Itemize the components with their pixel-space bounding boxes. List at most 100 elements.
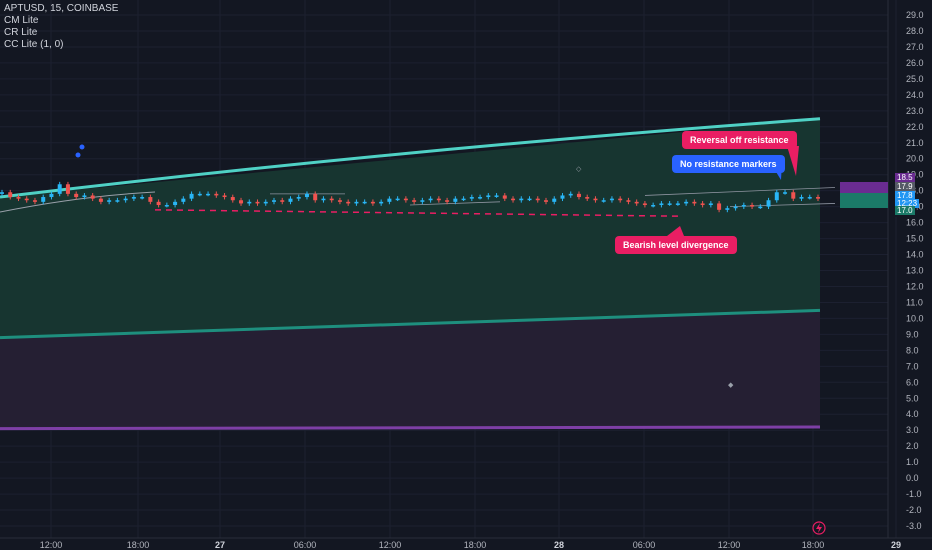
candle-body <box>593 198 598 201</box>
price-tick-label: 8.0 <box>906 345 919 355</box>
time-tick-label: 28 <box>554 540 564 550</box>
price-tick-label: 2.0 <box>906 441 919 451</box>
upper-trend-line <box>644 187 836 196</box>
candle-body <box>32 200 37 202</box>
candle-body <box>700 203 705 206</box>
candle-body <box>0 192 4 194</box>
candle-body <box>272 200 276 202</box>
candle-body <box>717 203 722 210</box>
price-tick-label: 0.0 <box>906 473 919 483</box>
time-tick-label: 18:00 <box>802 540 825 550</box>
lower-channel-fill <box>0 310 820 429</box>
candle-body <box>725 208 730 210</box>
candle-body <box>420 200 425 202</box>
time-tick-label: 12:00 <box>718 540 741 550</box>
price-tick-label: 5.0 <box>906 393 919 403</box>
price-tag-last: 17.8 <box>895 191 915 200</box>
candle-body <box>774 192 779 201</box>
candle-body <box>115 200 120 202</box>
price-tick-label: 21.0 <box>906 138 924 148</box>
indicator-cm-lite[interactable]: CM Lite <box>4 15 39 26</box>
price-tick-label: 11.0 <box>906 297 923 307</box>
candle-body <box>82 195 87 198</box>
lower-trend-line <box>729 203 836 208</box>
channel-fills <box>0 118 820 429</box>
candle-body <box>65 184 70 194</box>
indicator-block-teal <box>840 193 888 208</box>
candle-body <box>321 198 326 201</box>
candle-body <box>783 192 788 194</box>
candle-body <box>544 200 548 202</box>
candle-body <box>741 205 746 207</box>
time-tick-label: 29 <box>891 540 901 550</box>
price-tick-label: 1.0 <box>906 457 919 467</box>
middle-band-line <box>0 308 821 340</box>
price-tick-label: -2.0 <box>906 505 922 515</box>
price-tick-label: 7.0 <box>906 361 919 371</box>
price-tick-label: 13.0 <box>906 266 924 276</box>
candle-body <box>642 203 647 206</box>
candle-body <box>8 192 13 198</box>
price-tick-label: 9.0 <box>906 329 919 339</box>
candle-body <box>445 200 450 202</box>
candle-body <box>173 201 178 206</box>
candle-body <box>535 198 540 201</box>
reversal-callout: Reversal off resistance <box>682 131 797 149</box>
chart-legend: APTUSD, 15, COINBASE CM Lite CR Lite CC … <box>4 3 118 51</box>
candle-body <box>247 201 252 204</box>
candle-body <box>189 193 194 199</box>
symbol-title[interactable]: APTUSD, 15, COINBASE <box>4 3 119 14</box>
upper-band-line <box>0 117 821 199</box>
lightning-icon[interactable] <box>812 521 826 535</box>
candle-body <box>733 206 738 209</box>
candle-body <box>807 197 812 199</box>
candle-body <box>791 192 796 199</box>
candle-body <box>502 195 507 199</box>
price-tick-label: 18.0 <box>906 186 924 196</box>
candle-body <box>601 200 606 202</box>
candle-body <box>552 198 557 202</box>
lower-band-line <box>0 425 821 431</box>
price-tick-label: 14.0 <box>906 250 924 260</box>
candle-body <box>560 195 565 199</box>
time-tick-label: 18:00 <box>127 540 150 550</box>
price-tag-lower: 17.0 <box>895 206 915 215</box>
candle-body <box>412 200 417 202</box>
candle-body <box>346 201 351 204</box>
candle-body <box>255 201 260 204</box>
candle-body <box>659 203 664 206</box>
candle-body <box>708 203 713 206</box>
candle-body <box>428 198 433 201</box>
candle-body <box>296 197 301 199</box>
indicator-cc-lite[interactable]: CC Lite (1, 0) <box>4 39 64 50</box>
candle-body <box>57 184 62 194</box>
candle-body <box>395 198 400 201</box>
time-tick-label: 12:00 <box>40 540 63 550</box>
price-tick-label: 10.0 <box>906 313 924 323</box>
candle-body <box>148 197 153 202</box>
candle-body <box>280 200 285 202</box>
price-axis[interactable]: 29.0 28.0 27.0 26.0 25.0 24.0 23.0 22.0 21.0 20.0… <box>906 10 924 531</box>
candle-body <box>799 197 804 199</box>
candle-body <box>651 205 656 207</box>
candle-body <box>609 198 614 201</box>
indicator-cr-lite[interactable]: CR Lite <box>4 27 38 38</box>
channel-bands <box>0 117 821 431</box>
price-tick-label: 15.0 <box>906 234 924 244</box>
price-tick-label: 6.0 <box>906 377 919 387</box>
time-axis[interactable]: 12:00 18:00 27 06:00 12:00 18:00 28 06:00 12:00 1… <box>40 540 901 550</box>
candle-body <box>816 197 820 199</box>
price-tick-label: 25.0 <box>906 74 924 84</box>
candle-body <box>354 201 359 204</box>
candle-body <box>370 201 375 204</box>
candle-body <box>478 197 483 199</box>
time-tick-label: 06:00 <box>294 540 317 550</box>
price-tick-label: 19.0 <box>906 170 924 180</box>
candle-body <box>164 205 169 207</box>
candle-body <box>634 201 639 204</box>
candle-body <box>313 193 318 201</box>
candle-body <box>626 200 631 202</box>
candle-body <box>263 201 268 204</box>
candle-body <box>461 198 466 201</box>
